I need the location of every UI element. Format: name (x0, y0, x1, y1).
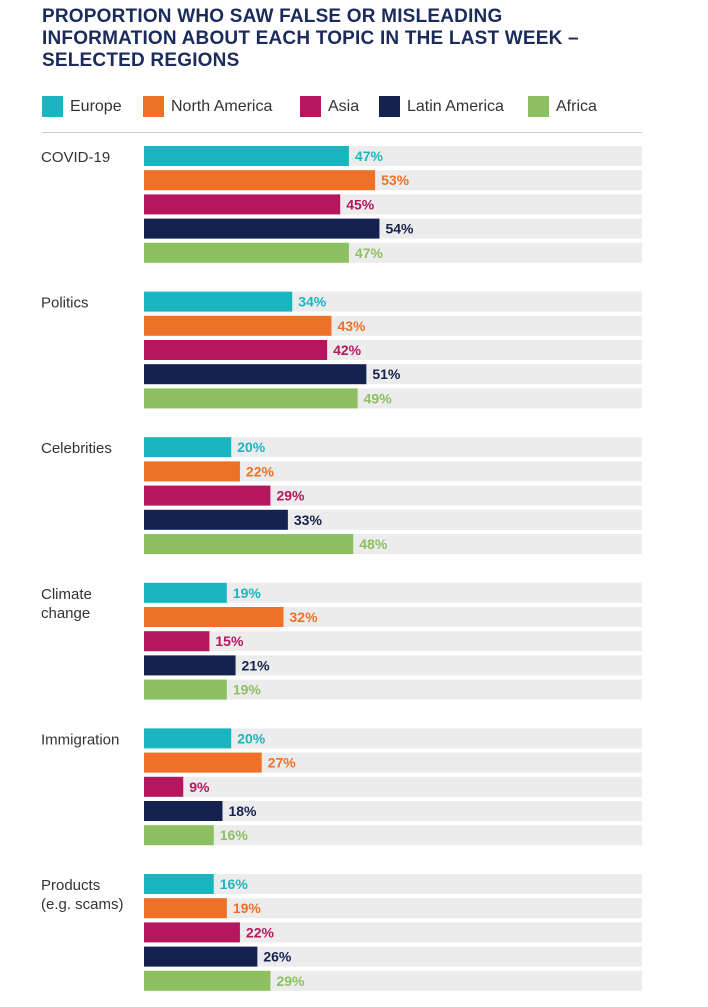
value-label-climate-change-africa: 19% (233, 682, 262, 698)
bar-covid-19-asia (144, 194, 341, 215)
value-label-covid-19-latin-america: 54% (385, 221, 414, 237)
bar-covid-19-north-america (144, 170, 376, 191)
value-label-politics-latin-america: 51% (372, 366, 401, 382)
category-label-products-e-g-scams: Products (e.g. scams) (41, 877, 124, 913)
bar-track-climate-change-africa (144, 679, 642, 700)
bar-politics-europe (144, 291, 293, 312)
bar-celebrities-north-america (144, 461, 240, 482)
bar-track-immigration-africa (144, 825, 642, 846)
bar-politics-africa (144, 388, 358, 409)
legend-label-north-america: North America (171, 98, 273, 115)
bar-immigration-asia (144, 776, 184, 797)
chart-title-line-3: SELECTED REGIONS (42, 50, 240, 71)
bar-track-immigration-europe (144, 728, 642, 749)
bar-politics-asia (144, 340, 328, 360)
bar-track-climate-change-latin-america (144, 655, 642, 676)
bar-track-products-e-g-scams-north-america (144, 898, 642, 919)
value-label-celebrities-africa: 48% (359, 536, 388, 552)
value-label-covid-19-africa: 47% (355, 245, 384, 261)
value-label-immigration-latin-america: 18% (228, 803, 257, 819)
legend-label-asia: Asia (328, 98, 360, 115)
bar-track-climate-change-asia (144, 631, 642, 652)
value-label-immigration-asia: 9% (189, 779, 210, 795)
value-label-politics-africa: 49% (364, 390, 393, 406)
bar-celebrities-asia (144, 485, 271, 506)
value-label-products-e-g-scams-africa: 29% (276, 973, 305, 989)
bar-climate-change-europe (144, 582, 227, 603)
chart-title-line-2: INFORMATION ABOUT EACH TOPIC IN THE LAST… (42, 28, 579, 49)
bar-politics-north-america (144, 315, 332, 336)
bar-climate-change-asia (144, 631, 210, 652)
value-label-products-e-g-scams-asia: 22% (246, 924, 275, 940)
value-label-climate-change-asia: 15% (215, 633, 244, 649)
value-label-immigration-africa: 16% (220, 827, 249, 843)
category-label-celebrities: Celebrities (41, 440, 112, 457)
legend-divider (42, 132, 642, 133)
bar-covid-19-africa (144, 242, 349, 263)
category-label-immigration: Immigration (41, 731, 119, 748)
bar-immigration-latin-america (144, 801, 223, 821)
legend-swatch-africa (528, 96, 549, 117)
category-label-climate-change: Climate change (41, 586, 92, 622)
bar-celebrities-latin-america (144, 509, 288, 530)
legend-swatch-north-america (143, 96, 164, 117)
value-label-politics-north-america: 43% (337, 318, 366, 334)
legend-swatch-latin-america (379, 96, 400, 117)
legend-label-africa: Africa (556, 98, 597, 115)
value-label-covid-19-asia: 45% (346, 196, 375, 212)
bar-climate-change-latin-america (144, 655, 236, 676)
bar-immigration-africa (144, 825, 214, 846)
value-label-climate-change-europe: 19% (233, 585, 262, 601)
bar-climate-change-north-america (144, 607, 284, 627)
value-label-immigration-north-america: 27% (268, 755, 297, 771)
value-label-products-e-g-scams-latin-america: 26% (263, 949, 292, 965)
value-label-immigration-europe: 20% (237, 730, 266, 746)
bar-track-immigration-latin-america (144, 801, 642, 821)
bar-covid-19-europe (144, 146, 349, 166)
bar-track-climate-change-europe (144, 582, 642, 603)
bar-products-e-g-scams-europe (144, 874, 214, 894)
legend-label-europe: Europe (70, 98, 122, 115)
value-label-products-e-g-scams-europe: 16% (220, 876, 249, 892)
category-label-covid-19: COVID-19 (41, 149, 110, 166)
bar-track-products-e-g-scams-latin-america (144, 946, 642, 967)
legend-swatch-europe (42, 96, 63, 117)
value-label-celebrities-europe: 20% (237, 439, 266, 455)
value-label-celebrities-asia: 29% (276, 488, 305, 504)
bar-products-e-g-scams-africa (144, 970, 271, 991)
bar-track-products-e-g-scams-europe (144, 874, 642, 894)
value-label-climate-change-north-america: 32% (290, 609, 319, 625)
bar-track-celebrities-north-america (144, 461, 642, 482)
chart-title-line-1: PROPORTION WHO SAW FALSE OR MISLEADING (42, 6, 503, 27)
bar-track-immigration-asia (144, 776, 642, 797)
value-label-celebrities-north-america: 22% (246, 463, 275, 479)
category-label-politics: Politics (41, 295, 89, 312)
chart-title: PROPORTION WHO SAW FALSE OR MISLEADING I… (42, 6, 682, 72)
value-label-politics-asia: 42% (333, 342, 362, 358)
bar-track-immigration-north-america (144, 752, 642, 773)
value-label-products-e-g-scams-north-america: 19% (233, 900, 262, 916)
value-label-politics-europe: 34% (298, 294, 327, 310)
value-label-covid-19-europe: 47% (355, 148, 384, 164)
bar-products-e-g-scams-latin-america (144, 946, 258, 967)
bar-track-products-e-g-scams-asia (144, 922, 642, 943)
bar-climate-change-africa (144, 679, 227, 700)
bar-products-e-g-scams-asia (144, 922, 240, 943)
bar-immigration-europe (144, 728, 232, 749)
legend-swatch-asia (300, 96, 321, 117)
value-label-covid-19-north-america: 53% (381, 172, 410, 188)
bar-covid-19-latin-america (144, 218, 380, 239)
bar-celebrities-africa (144, 534, 354, 554)
bar-politics-latin-america (144, 364, 367, 385)
bar-products-e-g-scams-north-america (144, 898, 227, 919)
legend-label-latin-america: Latin America (407, 98, 504, 115)
bar-immigration-north-america (144, 752, 262, 773)
value-label-climate-change-latin-america: 21% (242, 657, 271, 673)
bar-track-celebrities-europe (144, 437, 642, 458)
value-label-celebrities-latin-america: 33% (294, 512, 323, 528)
bar-celebrities-europe (144, 437, 232, 458)
